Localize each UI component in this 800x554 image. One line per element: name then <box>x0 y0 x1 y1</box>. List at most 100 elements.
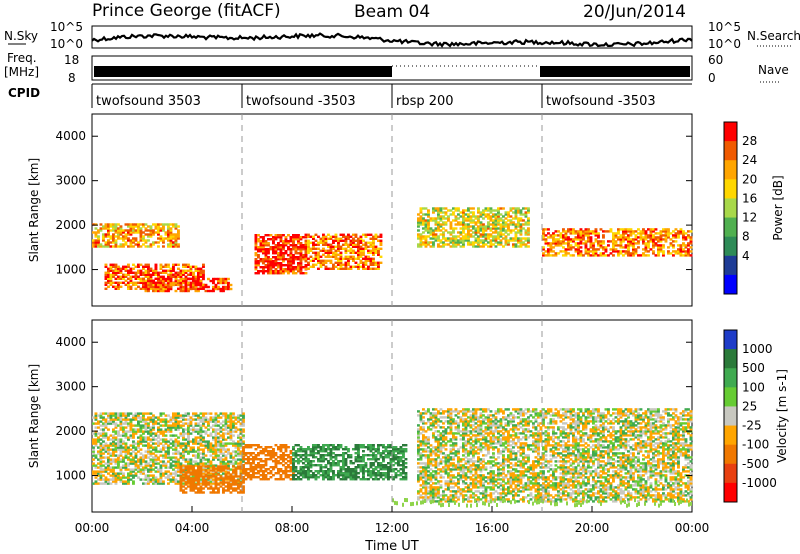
echo-cell <box>172 233 175 236</box>
echo-cell <box>679 244 683 247</box>
echo-cell <box>112 440 115 443</box>
echo-cell <box>312 450 315 453</box>
echo-cell <box>107 275 110 278</box>
echo-cell <box>177 440 180 443</box>
frequency-panel: 18 8 60 0 <box>64 53 723 85</box>
echo-cell <box>427 211 430 214</box>
echo-cell <box>119 231 123 234</box>
echo-cell <box>232 462 235 465</box>
echo-cell <box>574 230 578 233</box>
echo-cell <box>619 228 623 231</box>
echo-cell <box>159 430 163 433</box>
echo-cell <box>299 466 303 469</box>
echo-cell <box>274 452 278 455</box>
echo-cell <box>324 450 328 453</box>
echo-cell <box>617 232 620 235</box>
echo-cell <box>162 412 165 415</box>
echo-cell <box>164 285 168 289</box>
echo-cell <box>212 487 215 490</box>
echo-cell <box>669 252 673 255</box>
echo-cell <box>594 240 598 243</box>
echo-cell <box>282 460 285 463</box>
echo-cell <box>114 416 118 419</box>
echo-cell <box>142 440 145 443</box>
echo-cell <box>107 231 110 234</box>
echo-cell <box>202 418 205 421</box>
echo-cell <box>114 422 118 425</box>
echo-cell <box>154 241 158 244</box>
echo-cell <box>447 239 450 242</box>
echo-cell <box>544 250 548 253</box>
echo-cell <box>307 245 310 248</box>
echo-cell <box>214 436 218 439</box>
echo-cell <box>199 444 203 447</box>
echo-cell <box>279 458 283 461</box>
echo-cell <box>107 414 110 417</box>
echo-cell <box>329 444 333 447</box>
echo-cell <box>212 446 215 449</box>
echo-cell <box>237 442 240 445</box>
echo-cell <box>119 452 123 455</box>
echo-cell <box>379 454 383 457</box>
echo-cell <box>127 418 130 421</box>
echo-cell <box>182 432 185 435</box>
echo-cell <box>489 243 493 246</box>
echo-cell <box>472 231 475 234</box>
echo-cell <box>319 239 323 242</box>
echo-cell <box>382 466 385 469</box>
echo-cell <box>209 448 213 451</box>
echo-cell <box>542 248 545 251</box>
echo-cell <box>319 450 323 453</box>
echo-cell <box>424 229 428 232</box>
echo-cell <box>282 252 285 255</box>
echo-cell <box>229 487 233 490</box>
echo-cell <box>454 215 458 218</box>
echo-cell <box>282 456 285 459</box>
echo-cell <box>254 252 258 255</box>
echo-cell <box>569 240 573 243</box>
echo-cell <box>264 478 268 481</box>
echo-cell <box>157 416 160 419</box>
echo-cell <box>274 256 278 259</box>
echo-cell <box>149 412 153 415</box>
echo-cell <box>309 460 313 463</box>
echo-cell <box>149 420 153 423</box>
echo-cell <box>212 281 215 285</box>
echo-cell <box>119 243 123 246</box>
echo-cell <box>372 452 375 455</box>
echo-cell <box>124 241 128 244</box>
echo-cell <box>359 255 363 258</box>
velocity-echo-data <box>92 408 693 508</box>
echo-cell <box>562 238 565 241</box>
echo-cell <box>474 233 478 236</box>
echo-cell <box>189 269 193 272</box>
echo-cell <box>544 228 548 231</box>
echo-cell <box>447 243 450 246</box>
echo-cell <box>642 230 645 233</box>
echo-cell <box>152 438 155 441</box>
echo-cell <box>299 468 303 471</box>
echo-cell <box>379 464 383 467</box>
echo-cell <box>144 476 148 479</box>
echo-cell <box>457 243 460 246</box>
echo-cell <box>662 234 665 237</box>
echo-cell <box>354 474 358 477</box>
echo-cell <box>309 450 313 453</box>
echo-cell <box>249 446 253 449</box>
echo-cell <box>122 265 125 268</box>
echo-cell <box>292 238 295 241</box>
echo-cell <box>462 213 465 216</box>
echo-cell <box>179 485 183 488</box>
echo-cell <box>109 466 113 469</box>
echo-cell <box>109 235 113 238</box>
echo-cell <box>222 287 225 291</box>
echo-cell <box>249 444 253 447</box>
echo-cell <box>512 217 515 220</box>
echo-cell <box>239 452 243 455</box>
echo-cell <box>574 232 578 235</box>
echo-cell <box>664 232 668 235</box>
echo-cell <box>357 241 360 244</box>
echo-cell <box>302 244 305 247</box>
echo-cell <box>192 481 195 484</box>
echo-cell <box>217 287 220 291</box>
